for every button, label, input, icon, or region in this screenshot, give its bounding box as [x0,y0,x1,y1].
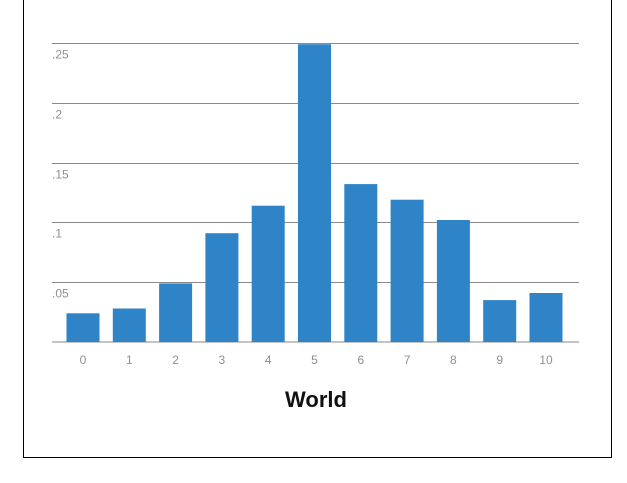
bar-7 [391,200,424,342]
y-axis-tick-labels: .05 .1 .15 .2 .25 [52,48,69,301]
y-tick-label: .2 [52,108,62,122]
x-tick-label: 0 [80,353,87,367]
x-tick-label: 4 [265,353,272,367]
x-tick-label: 5 [311,353,318,367]
x-tick-label: 7 [404,353,411,367]
bars [67,44,563,342]
y-tick-label: .1 [52,227,62,241]
y-tick-label: .25 [52,48,69,62]
bar-8 [437,220,470,342]
bar-10 [530,293,563,342]
bar-2 [159,283,192,342]
x-tick-label: 8 [450,353,457,367]
x-tick-label: 10 [539,353,553,367]
y-tick-label: .05 [52,287,69,301]
x-axis-tick-labels: 0 1 2 3 4 5 6 7 8 9 10 [80,353,553,367]
bar-0 [67,313,100,342]
bar-1 [113,309,146,343]
x-axis-label: World [285,387,347,412]
bar-6 [344,184,377,342]
x-tick-label: 1 [126,353,133,367]
x-tick-label: 3 [219,353,226,367]
x-tick-label: 2 [172,353,179,367]
bar-5 [298,44,331,342]
x-tick-label: 9 [496,353,503,367]
x-tick-label: 6 [357,353,364,367]
y-tick-label: .15 [52,168,69,182]
bar-3 [205,233,238,342]
bar-9 [483,300,516,342]
bar-4 [252,206,285,342]
